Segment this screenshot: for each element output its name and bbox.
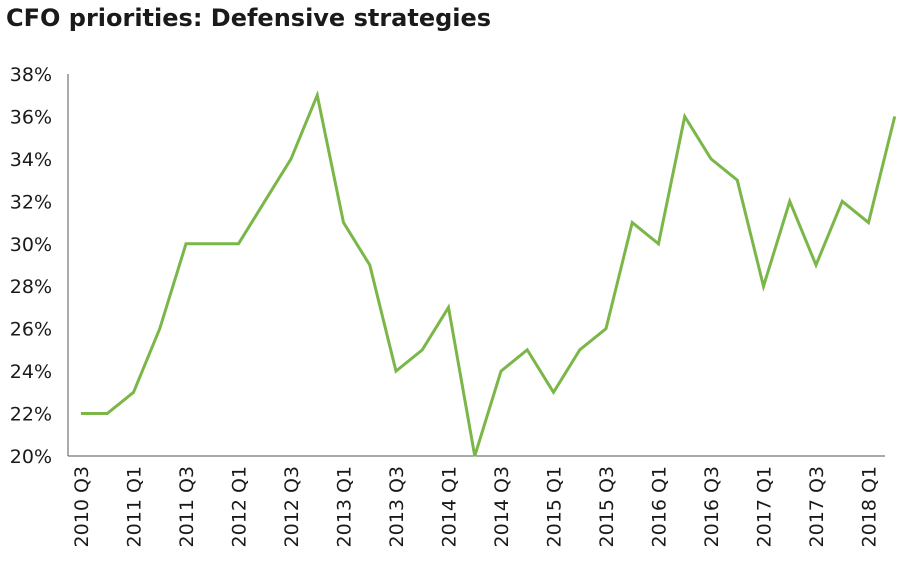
y-tick-label: 32% <box>10 191 52 213</box>
y-tick-label: 38% <box>10 64 52 86</box>
y-tick-label: 24% <box>10 361 52 383</box>
x-tick-label: 2010 Q3 <box>71 466 93 547</box>
x-tick-label: 2018 Q1 <box>859 466 881 547</box>
y-tick-label: 34% <box>10 149 52 171</box>
y-tick-label: 26% <box>10 319 52 341</box>
x-tick-label: 2017 Q3 <box>806 466 828 547</box>
y-tick-label: 30% <box>10 234 52 256</box>
x-tick-label: 2014 Q1 <box>439 466 461 547</box>
x-tick-label: 2011 Q1 <box>124 466 146 547</box>
x-tick-label: 2013 Q1 <box>334 466 356 547</box>
x-tick-label: 2016 Q1 <box>649 466 671 547</box>
x-tick-label: 2013 Q3 <box>386 466 408 547</box>
series-line <box>81 90 897 457</box>
x-tick-label: 2015 Q3 <box>596 466 618 547</box>
x-tick-label: 2012 Q3 <box>281 466 303 547</box>
x-tick-label: 2012 Q1 <box>229 466 251 547</box>
y-tick-label: 20% <box>10 446 52 468</box>
chart-title: CFO priorities: Defensive strategies <box>6 4 492 32</box>
x-tick-label: 2014 Q3 <box>491 466 513 547</box>
y-tick-label: 36% <box>10 106 52 128</box>
series-group <box>81 90 897 457</box>
y-axis: 20% 22% 24% 26% 28% 30% 32% 34% 36% 38% <box>10 64 69 468</box>
x-axis: 2010 Q3 2011 Q1 2011 Q3 2012 Q1 2012 Q3 2013 … <box>68 455 885 547</box>
y-tick-label: 22% <box>10 404 52 426</box>
x-tick-label: 2011 Q3 <box>176 466 198 547</box>
y-tick-label: 28% <box>10 276 52 298</box>
x-tick-label: 2016 Q3 <box>701 466 723 547</box>
x-tick-label: 2015 Q1 <box>544 466 566 547</box>
x-tick-label: 2017 Q1 <box>754 466 776 547</box>
